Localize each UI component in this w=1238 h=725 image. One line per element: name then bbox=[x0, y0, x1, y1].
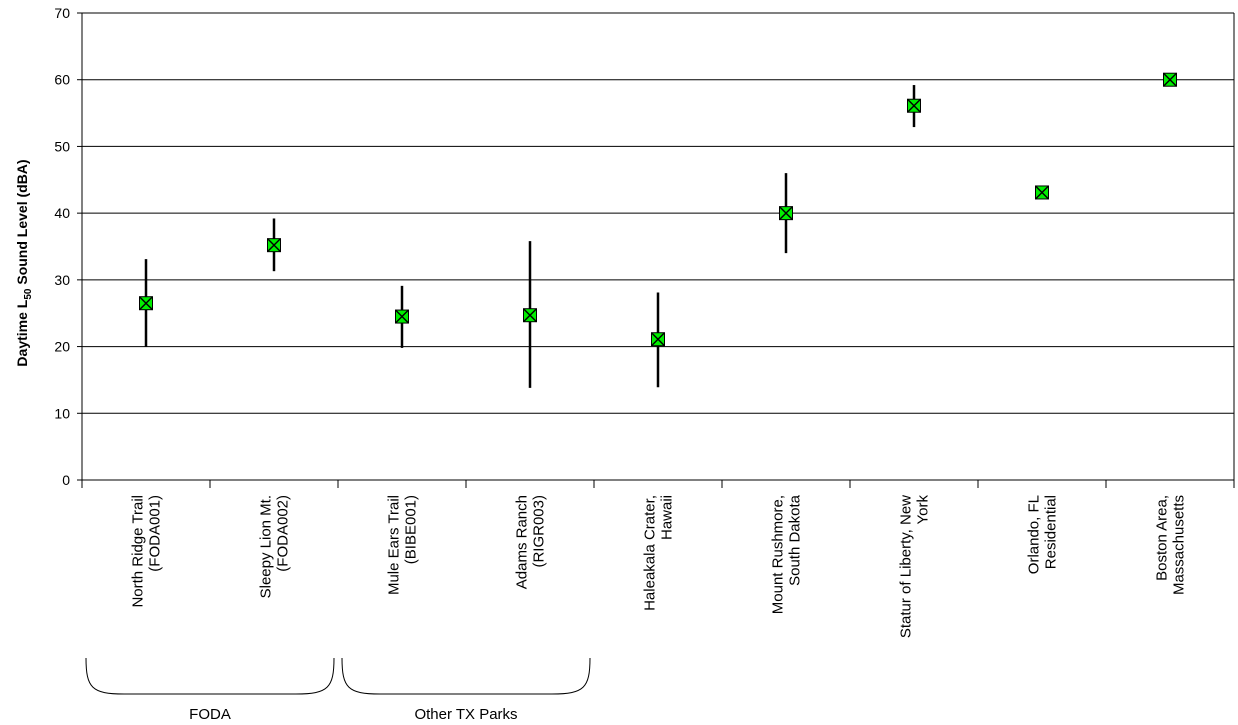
data-point bbox=[267, 238, 281, 253]
y-axis-title-subscript: 50 bbox=[23, 288, 34, 300]
data-point-cross bbox=[907, 98, 921, 113]
x-tick-label: Mule Ears Trail(BIBE001) bbox=[386, 495, 420, 595]
data-point-cross bbox=[139, 296, 153, 311]
x-tick-label: Sleepy Lion Mt.(FODA002) bbox=[258, 495, 292, 598]
data-point bbox=[139, 296, 153, 311]
x-tick-label-line: North Ridge Trail bbox=[130, 495, 147, 608]
data-point bbox=[523, 308, 537, 323]
x-tick-label-line: Mule Ears Trail bbox=[386, 495, 403, 595]
x-tick-label: Haleakala Crater,Hawaii bbox=[642, 495, 676, 611]
y-tick-label: 50 bbox=[54, 138, 70, 154]
data-point-cross bbox=[779, 206, 793, 221]
x-tick-label: Boston Area,Massachusetts bbox=[1154, 495, 1188, 595]
data-point bbox=[1163, 72, 1177, 87]
x-tick-label: North Ridge Trail(FODA001) bbox=[130, 495, 164, 608]
x-tick-label-line: Sleepy Lion Mt. bbox=[258, 495, 275, 598]
x-tick-label-line: South Dakota bbox=[787, 494, 804, 586]
x-tick-label-line: (BIBE001) bbox=[403, 495, 420, 564]
x-tick-label-line: (FODA001) bbox=[147, 495, 164, 572]
data-point-cross bbox=[1163, 72, 1177, 87]
y-tick-label: 20 bbox=[54, 339, 70, 355]
x-tick-label-line: (RIGR003) bbox=[531, 495, 548, 568]
group-bracket bbox=[85, 657, 335, 695]
group-label: FODA bbox=[189, 706, 231, 723]
x-tick-label-line: Haleakala Crater, bbox=[642, 495, 659, 611]
y-tick-label: 60 bbox=[54, 72, 70, 88]
x-tick-label: Adams Ranch(RIGR003) bbox=[514, 495, 548, 589]
y-tick-label: 70 bbox=[54, 5, 70, 21]
y-tick-label: 10 bbox=[54, 405, 70, 421]
x-tick-label-line: Orlando, FL bbox=[1026, 495, 1043, 574]
grid-layer bbox=[82, 12, 1234, 414]
data-point bbox=[1035, 185, 1049, 200]
x-tick-label-line: Boston Area, bbox=[1154, 495, 1171, 581]
x-tick-label: Mount Rushmore,South Dakota bbox=[770, 494, 804, 614]
data-point-cross bbox=[651, 332, 665, 347]
data-point bbox=[395, 309, 409, 324]
x-tick-label-line: Statur of Liberty, New bbox=[898, 495, 915, 638]
x-tick-label-line: York bbox=[915, 495, 932, 525]
axis-layer bbox=[77, 12, 1235, 488]
group-bracket bbox=[341, 657, 591, 695]
error-bar-layer bbox=[144, 85, 916, 388]
data-point-cross bbox=[523, 308, 537, 323]
x-tick-label-line: Mount Rushmore, bbox=[770, 495, 787, 614]
marker-layer bbox=[139, 72, 1177, 347]
x-tick-label-line: Massachusetts bbox=[1171, 495, 1188, 595]
data-point bbox=[779, 206, 793, 221]
x-tick-label-line: (FODA002) bbox=[275, 495, 292, 572]
y-axis-title-part1: Daytime L bbox=[14, 299, 30, 366]
data-point-cross bbox=[395, 309, 409, 324]
y-tick-label: 40 bbox=[54, 205, 70, 221]
y-axis-title: Daytime L50 Sound Level (dBA) bbox=[14, 159, 34, 366]
x-tick-label: Statur of Liberty, NewYork bbox=[898, 495, 932, 639]
x-tick-label-line: Hawaii bbox=[659, 495, 676, 540]
x-tick-label-line: Adams Ranch bbox=[514, 495, 531, 589]
x-tick-label: Orlando, FLResidential bbox=[1026, 495, 1060, 574]
data-point bbox=[907, 98, 921, 113]
group-label: Other TX Parks bbox=[414, 706, 517, 723]
y-tick-label: 0 bbox=[62, 472, 70, 488]
y-tick-label: 30 bbox=[54, 272, 70, 288]
data-point-cross bbox=[1035, 185, 1049, 200]
data-point bbox=[651, 332, 665, 347]
y-axis-title-part2: Sound Level (dBA) bbox=[14, 159, 30, 288]
x-tick-label-line: Residential bbox=[1043, 495, 1060, 569]
label-layer: 0 10 20 30 40 50 60 70 North Ridge Trail(FODA001… bbox=[54, 5, 1187, 723]
data-point-cross bbox=[267, 238, 281, 253]
